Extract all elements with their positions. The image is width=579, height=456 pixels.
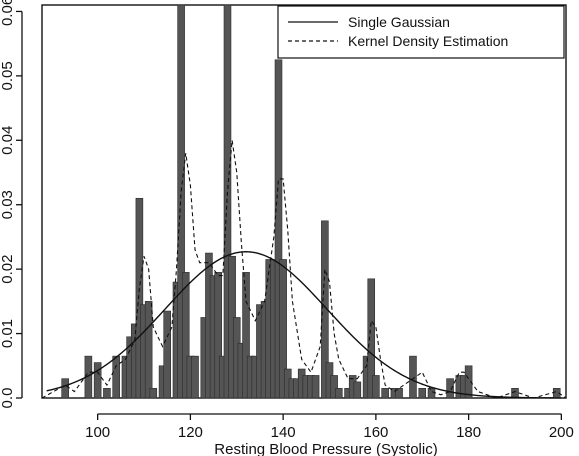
x-axis-title: Resting Blood Pressure (Systolic) [214,441,437,456]
y-tick-label: 0.03 [0,190,16,219]
histogram-bar [93,362,102,399]
legend-box [277,5,565,59]
histogram-bar [381,388,389,399]
y-tick-label: 0.05 [0,61,16,90]
kde-curve [41,140,567,399]
histogram-bar [112,355,120,399]
histogram-bar [144,301,153,399]
histogram-bar [446,378,454,399]
histogram-bar [181,272,190,399]
plot-border [41,4,567,399]
gaussian-curve [46,251,562,399]
density-curves [41,140,567,399]
histogram-bar [177,4,185,399]
histogram-bar [335,388,343,399]
histogram-bars [61,4,561,399]
y-tick-label: 0.04 [0,126,16,155]
histogram-bar [311,375,320,399]
legend: Single Gaussian Kernel Density Estimation [277,5,565,59]
x-tick-label: 200 [549,424,574,441]
histogram-bar [353,381,362,399]
histogram-bar [149,388,158,399]
histogram-bar [321,220,329,399]
histogram-bar [135,197,144,399]
histogram-bar [61,378,69,399]
legend-label: Kernel Density Estimation [348,33,508,49]
x-tick-label: 160 [363,424,388,441]
x-tick-label: 120 [178,424,203,441]
histogram-bar [409,355,417,399]
histogram-bar [395,388,403,399]
histogram-bar [163,310,171,399]
histogram-bar [279,259,287,399]
y-tick-label: 0.01 [0,319,16,348]
histogram-bar [372,375,380,399]
histogram-bar [464,365,473,399]
x-tick-label: 180 [456,424,481,441]
y-tick-label: 0.06 [0,0,16,26]
histogram-bar [511,388,519,399]
histogram-bar [427,388,436,399]
histogram-bar [214,272,222,399]
histogram-bar [242,272,250,399]
plot-frame [41,4,567,399]
histogram-bar [274,59,283,399]
histogram-bar [103,388,111,399]
histogram-bar [367,278,376,399]
x-tick-label: 100 [85,424,110,441]
histogram-bar [418,388,427,399]
x-axis: 100 120 140 160 180 200 [85,413,574,441]
y-axis: 0.0 0.01 0.02 0.03 0.04 0.05 0.06 [0,0,23,409]
histogram-bar [191,355,199,399]
y-tick-label: 0.02 [0,255,16,284]
histogram-bar [330,375,338,399]
y-tick-label: 0.0 [0,388,16,409]
legend-label: Single Gaussian [348,14,450,30]
x-tick-label: 140 [271,424,296,441]
